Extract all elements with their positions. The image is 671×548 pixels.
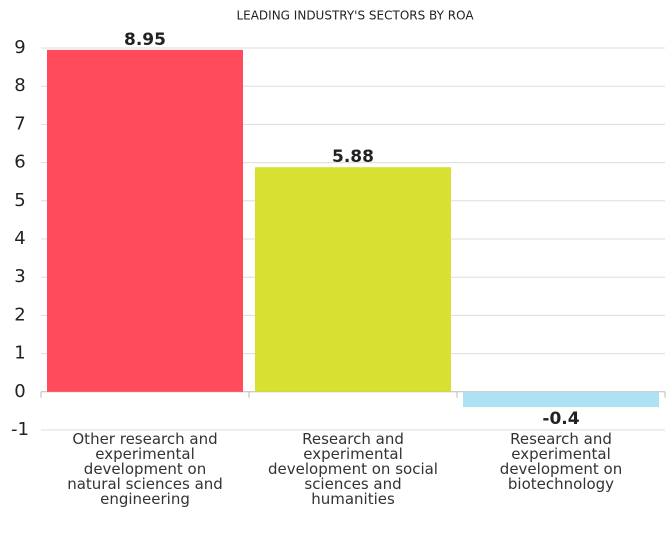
y-tick-label: 4 [14, 228, 25, 249]
x-tick-label: Research and experimental development on… [499, 430, 623, 493]
bar [463, 391, 659, 408]
chart-title: LEADING INDUSTRY'S SECTORS BY ROA [236, 9, 474, 23]
x-tick-label: Research and experimental development on… [268, 430, 438, 508]
y-tick-label: 6 [14, 152, 25, 173]
value-label: 8.95 [124, 30, 166, 50]
y-tick-label: 3 [14, 266, 25, 287]
value-label: -0.4 [542, 409, 579, 429]
y-tick-label: 0 [14, 381, 25, 402]
y-tick-label: 9 [14, 37, 25, 58]
y-tick-label: 7 [14, 113, 25, 134]
value-label: 5.88 [332, 147, 374, 167]
y-tick-label: -1 [11, 419, 29, 440]
x-tick-label: Other research and experimental developm… [67, 430, 223, 508]
y-tick-label: 1 [14, 343, 25, 364]
bar [47, 49, 243, 392]
bar [255, 167, 451, 392]
y-tick-label: 2 [14, 304, 25, 325]
y-tick-label: 8 [14, 75, 25, 96]
y-tick-label: 5 [14, 190, 25, 211]
